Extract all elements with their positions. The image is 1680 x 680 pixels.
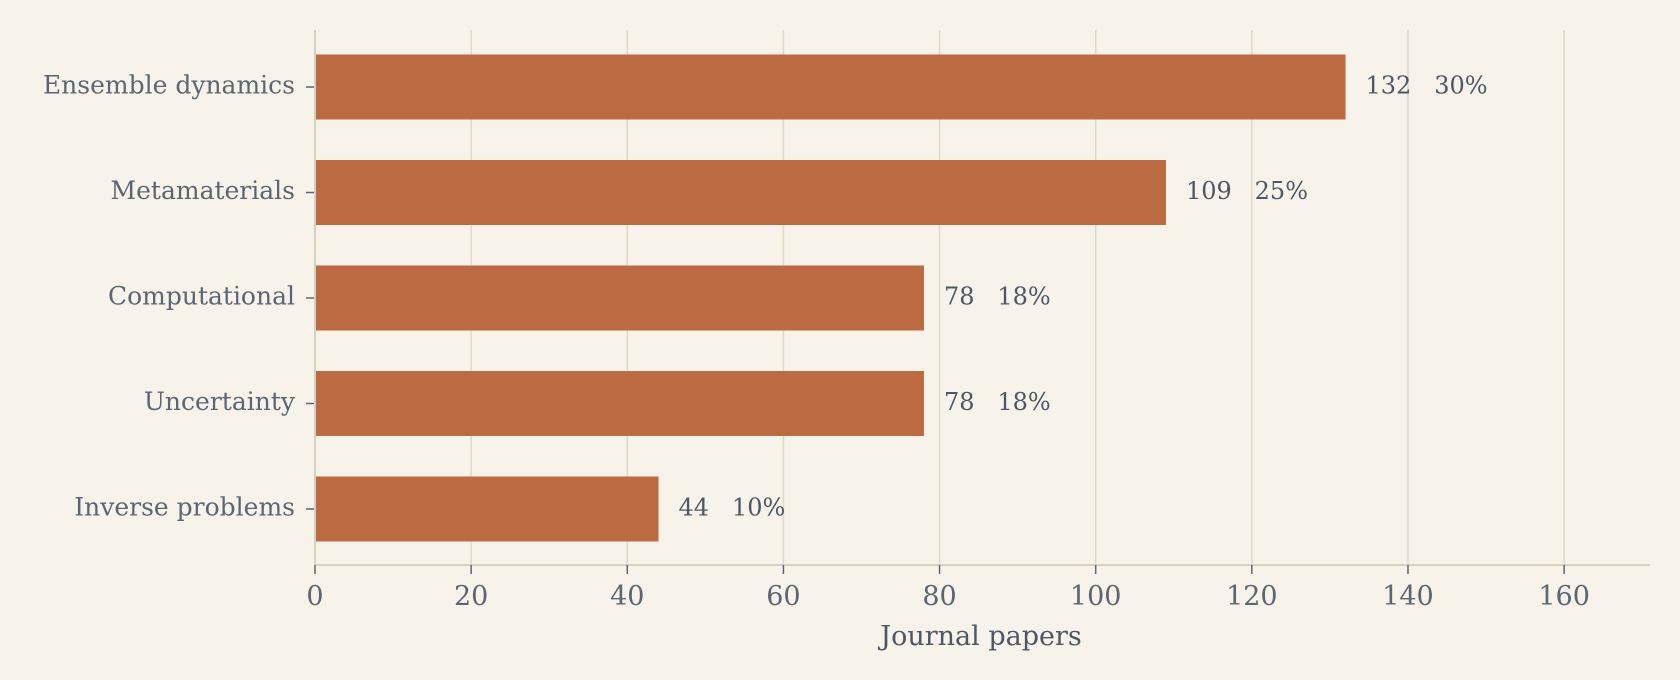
category-label-ensemble-dynamics: Ensemble dynamics xyxy=(43,71,295,100)
bars xyxy=(315,54,1346,542)
x-tick-label-20: 20 xyxy=(454,581,488,612)
value-label-uncertainty: 78 18% xyxy=(944,388,1051,416)
category-label-computational: Computational xyxy=(108,282,295,311)
value-label-computational: 78 18% xyxy=(944,283,1051,311)
axes xyxy=(306,30,1650,574)
bar-metamaterials xyxy=(315,160,1166,225)
x-tick-label-40: 40 xyxy=(610,581,644,612)
category-label-inverse-problems: Inverse problems xyxy=(74,493,295,522)
x-tick-label-140: 140 xyxy=(1382,581,1434,612)
labels: 132 30% Ensemble dynamics 109 25% Metamater… xyxy=(43,71,1590,613)
x-tick-label-60: 60 xyxy=(766,581,800,612)
x-tick-label-100: 100 xyxy=(1070,581,1122,612)
category-label-metamaterials: Metamaterials xyxy=(111,176,295,205)
x-axis-title: Journal papers xyxy=(877,621,1082,652)
bar-uncertainty xyxy=(315,371,924,436)
x-tick-label-80: 80 xyxy=(922,581,956,612)
value-label-metamaterials: 109 25% xyxy=(1186,177,1308,205)
value-label-ensemble-dynamics: 132 30% xyxy=(1366,72,1488,100)
bar-computational xyxy=(315,265,924,331)
x-tick-label-160: 160 xyxy=(1538,581,1590,612)
category-label-uncertainty: Uncertainty xyxy=(144,387,296,416)
bar-inverse-problems xyxy=(315,476,659,542)
x-tick-label-120: 120 xyxy=(1226,581,1278,612)
x-tick-label-0: 0 xyxy=(306,581,323,612)
bar-ensemble-dynamics xyxy=(315,54,1346,120)
value-label-inverse-problems: 44 10% xyxy=(679,494,786,522)
